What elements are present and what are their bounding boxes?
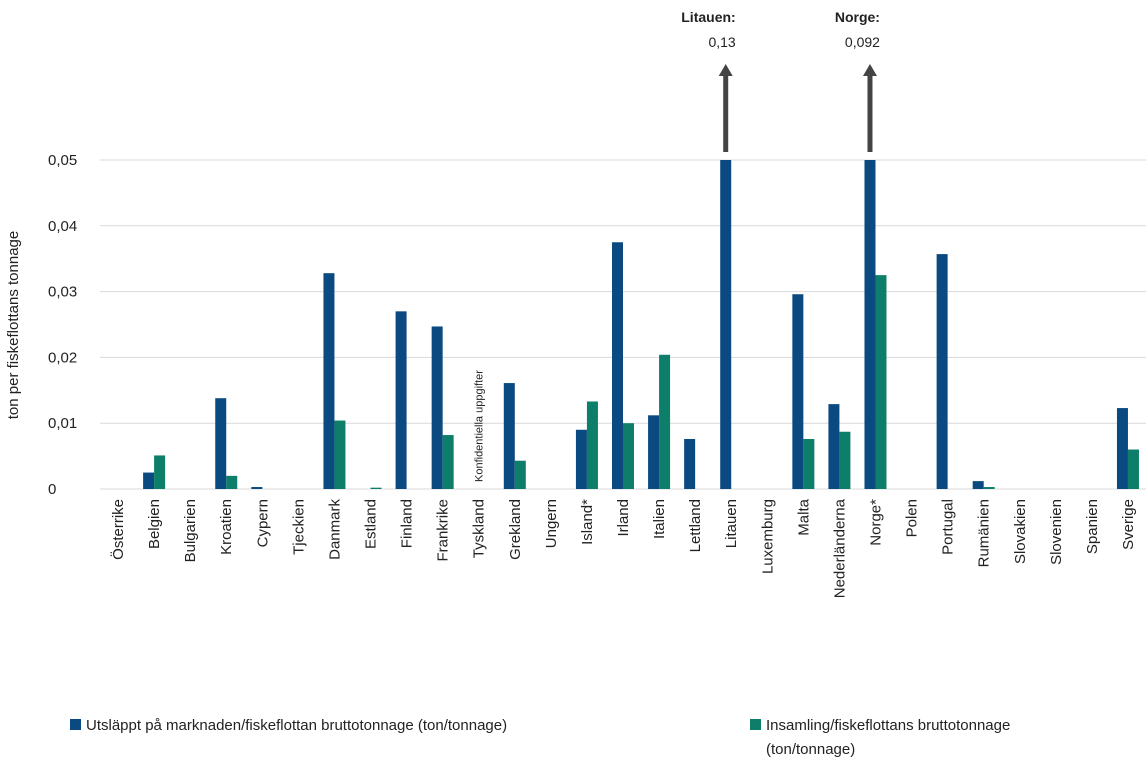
bar <box>875 275 887 489</box>
bar <box>323 273 335 489</box>
bar <box>972 481 984 489</box>
x-tick-label: Rumänien <box>976 499 993 567</box>
x-tick-label: Luxemburg <box>759 499 776 574</box>
x-tick-label: Estland <box>363 499 380 549</box>
bar <box>503 383 515 489</box>
x-tick-label: Irland <box>615 499 632 537</box>
bar <box>514 460 526 489</box>
x-tick-label: Slovenien <box>1048 499 1065 565</box>
x-tick-label: Portugal <box>940 499 957 555</box>
x-tick-label: Tjeckien <box>290 499 307 555</box>
x-tick-label: Polen <box>904 499 921 537</box>
bar <box>792 294 804 489</box>
bar <box>803 438 815 489</box>
y-tick-label: 0 <box>48 481 56 498</box>
bar <box>215 398 227 489</box>
bar <box>936 254 948 489</box>
legend-label: Utsläppt på marknaden/fiskeflottan brutt… <box>86 717 507 734</box>
y-tick-label: 0,01 <box>48 415 77 432</box>
x-tick-label: Danmark <box>326 499 343 560</box>
annotation-title: Litauen: <box>681 9 735 25</box>
bar <box>828 404 840 489</box>
bar <box>442 435 454 489</box>
x-tick-label: Sverige <box>1120 499 1137 550</box>
x-tick-label: Italien <box>651 499 668 539</box>
annotation-title: Norge: <box>835 9 880 25</box>
y-axis-label: ton per fiskeflottans tonnage <box>5 231 22 419</box>
x-tick-label: Litauen <box>723 499 740 548</box>
note: Konfidentiella uppgifter <box>474 370 486 482</box>
bar <box>334 420 346 489</box>
legend-swatch <box>70 719 81 730</box>
x-tick-label: Island* <box>579 499 596 545</box>
y-tick-label: 0,03 <box>48 284 77 301</box>
x-tick-label: Finland <box>399 499 416 548</box>
bar <box>648 415 660 489</box>
x-tick-label: Norge* <box>867 499 884 546</box>
bar <box>586 401 598 489</box>
bar <box>1127 449 1139 489</box>
bar <box>1116 408 1128 489</box>
bar <box>659 354 671 489</box>
x-tick-label: Frankrike <box>435 499 452 562</box>
y-tick-label: 0,02 <box>48 349 77 366</box>
value-label: 0,13 <box>708 34 735 50</box>
bar <box>226 475 238 489</box>
x-tick-label: Österrike <box>109 499 127 560</box>
x-tick-label: Cypern <box>254 499 271 547</box>
bar <box>684 438 696 489</box>
x-tick-label: Bulgarien <box>182 499 199 562</box>
bar <box>154 455 166 489</box>
bar <box>612 242 623 489</box>
arrow-head <box>718 64 733 76</box>
y-tick-label: 0,04 <box>48 218 77 235</box>
x-tick-label: Kroatien <box>218 499 235 555</box>
bar <box>983 487 995 489</box>
x-tick-label: Nederländerna <box>831 498 848 598</box>
x-tick-label: Ungern <box>543 499 560 548</box>
x-tick-label: Malta <box>795 498 812 535</box>
bar <box>251 487 263 489</box>
bar <box>575 429 587 489</box>
bar <box>839 431 851 489</box>
x-tick-label: Spanien <box>1084 499 1101 554</box>
x-tick-label: Lettland <box>687 499 704 552</box>
arrow-head <box>862 64 877 76</box>
x-tick-label: Grekland <box>507 499 524 560</box>
bar <box>864 160 876 489</box>
value-label: 0,092 <box>845 34 880 50</box>
x-tick-label: Belgien <box>146 499 163 549</box>
bar <box>370 487 382 489</box>
y-tick-label: 0,05 <box>48 152 77 169</box>
bar <box>431 326 443 489</box>
bar <box>143 472 155 489</box>
legend-label: Insamling/fiskeflottans bruttotonnage (to… <box>766 717 1010 758</box>
x-tick-label: Slovakien <box>1012 499 1029 564</box>
bar <box>720 160 732 489</box>
bar <box>623 423 634 489</box>
bar <box>395 311 407 489</box>
legend-swatch <box>750 719 761 730</box>
x-tick-label: Tyskland <box>471 499 488 558</box>
